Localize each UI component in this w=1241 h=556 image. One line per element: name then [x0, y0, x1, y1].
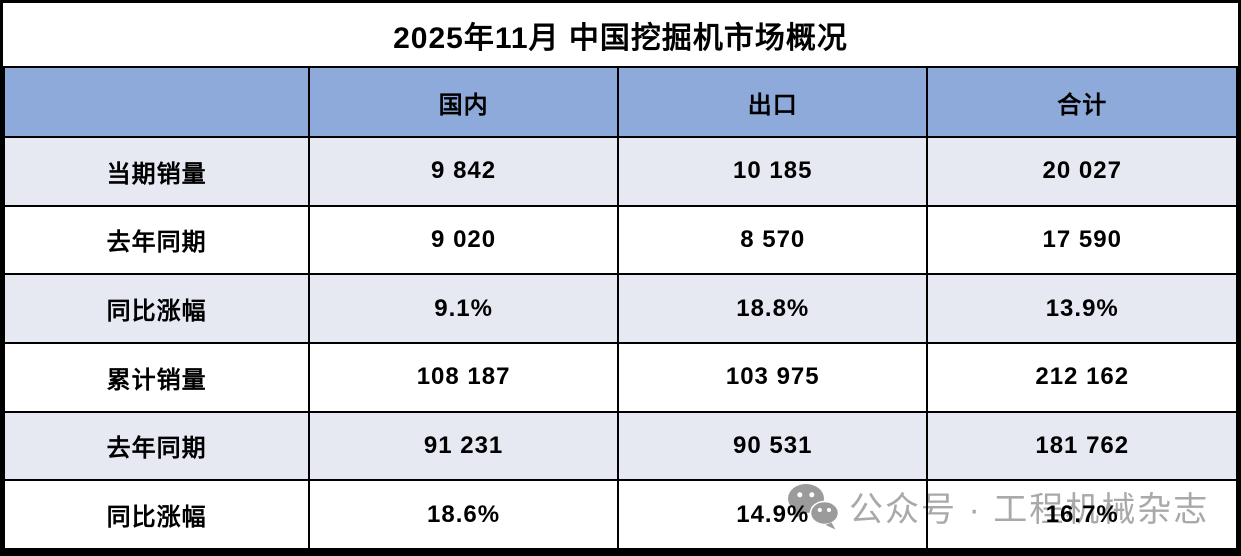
header-cell-domestic: 国内: [308, 66, 620, 138]
cell-total: 13.9%: [926, 273, 1238, 344]
cell-domestic: 91 231: [308, 410, 620, 482]
table-row-cumulative-last-year: 去年同期 91 231 90 531 181 762: [3, 410, 1238, 482]
cell-export: 18.8%: [617, 273, 929, 344]
cell-domestic: 9 842: [308, 136, 620, 207]
table-row-cumulative-yoy-growth: 同比涨幅 18.6% 14.9% 16.7%: [3, 479, 1238, 550]
cell-total: 16.7%: [926, 479, 1238, 550]
cell-total: 212 162: [926, 341, 1238, 413]
row-label: 同比涨幅: [3, 479, 311, 550]
table-row-cumulative-sales: 累计销量 108 187 103 975 212 162: [3, 341, 1238, 413]
cell-export: 103 975: [617, 341, 929, 413]
cell-export: 14.9%: [617, 479, 929, 550]
cell-domestic: 9.1%: [308, 273, 620, 344]
cell-total: 181 762: [926, 410, 1238, 482]
row-label: 当期销量: [3, 136, 311, 207]
table-row-current-sales: 当期销量 9 842 10 185 20 027: [3, 136, 1238, 207]
row-label: 去年同期: [3, 204, 311, 276]
row-label: 同比涨幅: [3, 273, 311, 344]
header-cell-export: 出口: [617, 66, 929, 138]
cell-total: 17 590: [926, 204, 1238, 276]
header-row: 国内 出口 合计: [3, 66, 1238, 138]
row-label: 累计销量: [3, 341, 311, 413]
header-cell-empty: [3, 66, 311, 138]
cell-domestic: 18.6%: [308, 479, 620, 550]
row-label: 去年同期: [3, 410, 311, 482]
cell-export: 10 185: [617, 136, 929, 207]
page-title: 2025年11月 中国挖掘机市场概况: [3, 3, 1238, 66]
table-row-yoy-growth: 同比涨幅 9.1% 18.8% 13.9%: [3, 273, 1238, 344]
market-table: 国内 出口 合计 当期销量 9 842 10 185 20 027 去年同期 9…: [3, 66, 1238, 550]
cell-domestic: 9 020: [308, 204, 620, 276]
cell-domestic: 108 187: [308, 341, 620, 413]
cell-total: 20 027: [926, 136, 1238, 207]
cell-export: 90 531: [617, 410, 929, 482]
header-cell-total: 合计: [926, 66, 1238, 138]
table-row-last-year-same-period: 去年同期 9 020 8 570 17 590: [3, 204, 1238, 276]
cell-export: 8 570: [617, 204, 929, 276]
